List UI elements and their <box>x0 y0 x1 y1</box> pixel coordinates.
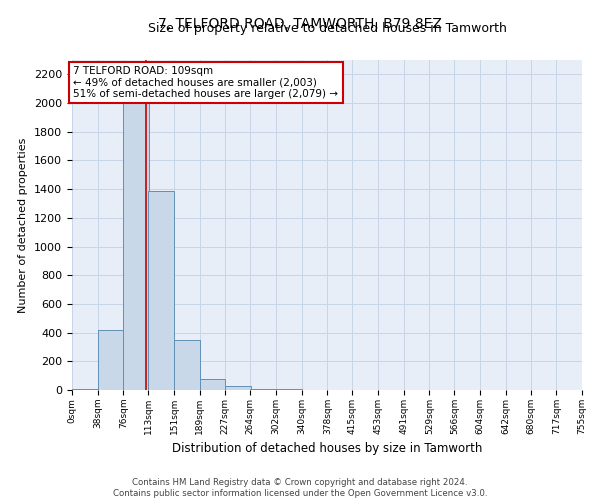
Bar <box>124 96 149 390</box>
Bar <box>200 379 226 390</box>
Title: Size of property relative to detached houses in Tamworth: Size of property relative to detached ho… <box>148 22 506 35</box>
Y-axis label: Number of detached properties: Number of detached properties <box>19 138 28 312</box>
Bar <box>174 340 200 390</box>
Text: Contains HM Land Registry data © Crown copyright and database right 2024.
Contai: Contains HM Land Registry data © Crown c… <box>113 478 487 498</box>
Bar <box>250 388 276 390</box>
Bar <box>98 330 124 390</box>
Bar <box>148 190 174 390</box>
Bar <box>72 388 98 390</box>
Bar <box>226 386 251 390</box>
Text: 7 TELFORD ROAD: 109sqm
← 49% of detached houses are smaller (2,003)
51% of semi-: 7 TELFORD ROAD: 109sqm ← 49% of detached… <box>73 66 338 99</box>
X-axis label: Distribution of detached houses by size in Tamworth: Distribution of detached houses by size … <box>172 442 482 456</box>
Text: 7, TELFORD ROAD, TAMWORTH, B79 8EZ: 7, TELFORD ROAD, TAMWORTH, B79 8EZ <box>158 18 442 32</box>
